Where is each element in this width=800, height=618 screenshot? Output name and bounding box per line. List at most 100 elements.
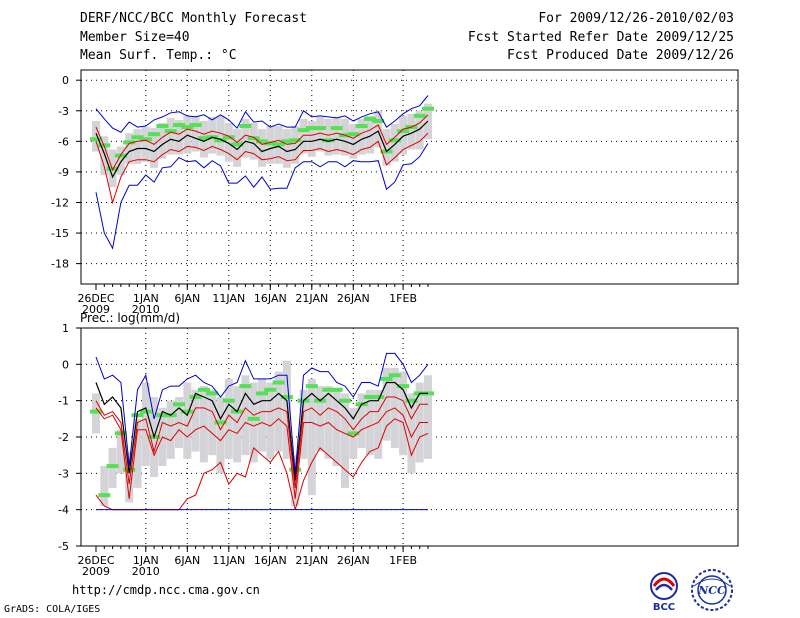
y-tick-label: -1 [58,395,69,408]
ncc-logo: NCC [691,569,733,611]
spread-box [158,122,167,159]
x-tick-label: 26DEC [77,554,114,567]
y-tick-label: -18 [51,258,69,271]
forecast-period: For 2009/12/26-2010/02/03 [538,11,734,26]
y-tick-label: -15 [51,227,69,240]
spread-box [307,378,316,496]
x-tick-label: 21JAN [295,292,328,305]
median-marker [405,398,418,403]
y-tick-label: 0 [62,358,69,371]
spread-box [258,129,266,167]
spread-box [415,110,424,150]
source-url[interactable]: http://cmdp.ncc.cma.gov.cn [72,583,260,597]
median-marker [330,126,343,131]
spread-box [399,115,408,155]
spread-box [258,378,266,452]
median-marker [256,139,268,144]
x-tick-year: 2010 [132,303,160,316]
spread-box [266,382,275,459]
median-marker [90,409,102,414]
median-marker [139,409,152,414]
median-marker [173,402,185,407]
spread-box [365,115,374,154]
spread-box [249,122,258,160]
median-marker [156,413,169,418]
spread-box [349,124,358,159]
blue-upper-line [95,95,429,133]
spread-box [332,116,341,155]
median-marker [139,137,152,142]
spread-box [341,393,349,488]
spread-box [125,451,134,503]
y-tick-label: -9 [58,166,69,179]
x-tick-label: 1FEB [389,292,417,305]
spread-box [357,393,366,448]
y-tick-label: -6 [58,135,69,148]
spread-box [133,129,142,164]
red-upper-line [95,114,429,172]
median-marker [372,395,385,400]
median-marker [363,395,376,400]
y-tick-label: -12 [51,196,69,209]
mean-line [95,120,429,179]
spread-box [233,386,242,463]
spread-box [208,389,217,456]
y-tick-label: -3 [58,467,69,480]
median-marker [355,124,368,129]
median-marker [347,132,360,137]
spread-box [175,119,183,155]
spread-box [141,382,150,467]
x-tick-label: 1JAN [133,292,159,305]
y-tick-label: -5 [58,540,69,553]
median-marker [222,135,235,140]
blue-lower-line [95,143,429,250]
x-tick-label: 11JAN [212,554,245,567]
spread-box [382,367,391,441]
spread-box [424,375,432,459]
spread-box [133,418,142,488]
median-marker [206,391,219,396]
member-size-label: Member Size=40 [80,30,190,45]
y-tick-label: -4 [58,504,69,517]
median-marker [189,395,202,400]
spread-box [357,118,366,155]
median-marker [347,431,360,436]
median-marker [106,464,119,469]
x-tick-label: 1FEB [389,554,417,567]
spread-box [166,117,175,155]
x-tick-label: 16JAN [254,554,287,567]
median-marker [280,139,293,144]
spread-box [116,429,125,474]
spread-box [191,389,200,452]
spread-box [365,389,374,456]
x-tick-label: 21JAN [295,554,328,567]
median-marker [148,132,161,137]
x-tick-year: 2009 [82,565,110,578]
red-lower-line [95,407,428,499]
median-marker [181,409,194,414]
x-tick-label: 26DEC [77,292,114,305]
spread-box [382,129,391,166]
median-marker [222,398,235,403]
spread-box [316,386,325,452]
spread-box [407,393,416,474]
median-marker [189,123,202,128]
grads-credit: GrADS: COLA/IGES [4,604,101,615]
median-marker [231,142,244,147]
median-marker [156,124,169,129]
median-marker [339,398,351,403]
x-tick-label: 16JAN [254,292,287,305]
spread-box [125,133,134,164]
median-marker [305,384,318,389]
median-marker [289,138,302,143]
spread-box [282,129,291,168]
spread-box [390,124,399,162]
median-marker [247,136,260,141]
spread-box [183,382,192,459]
median-marker [164,129,177,134]
median-marker [388,138,401,143]
median-marker [397,129,410,134]
spread-box [216,115,225,156]
